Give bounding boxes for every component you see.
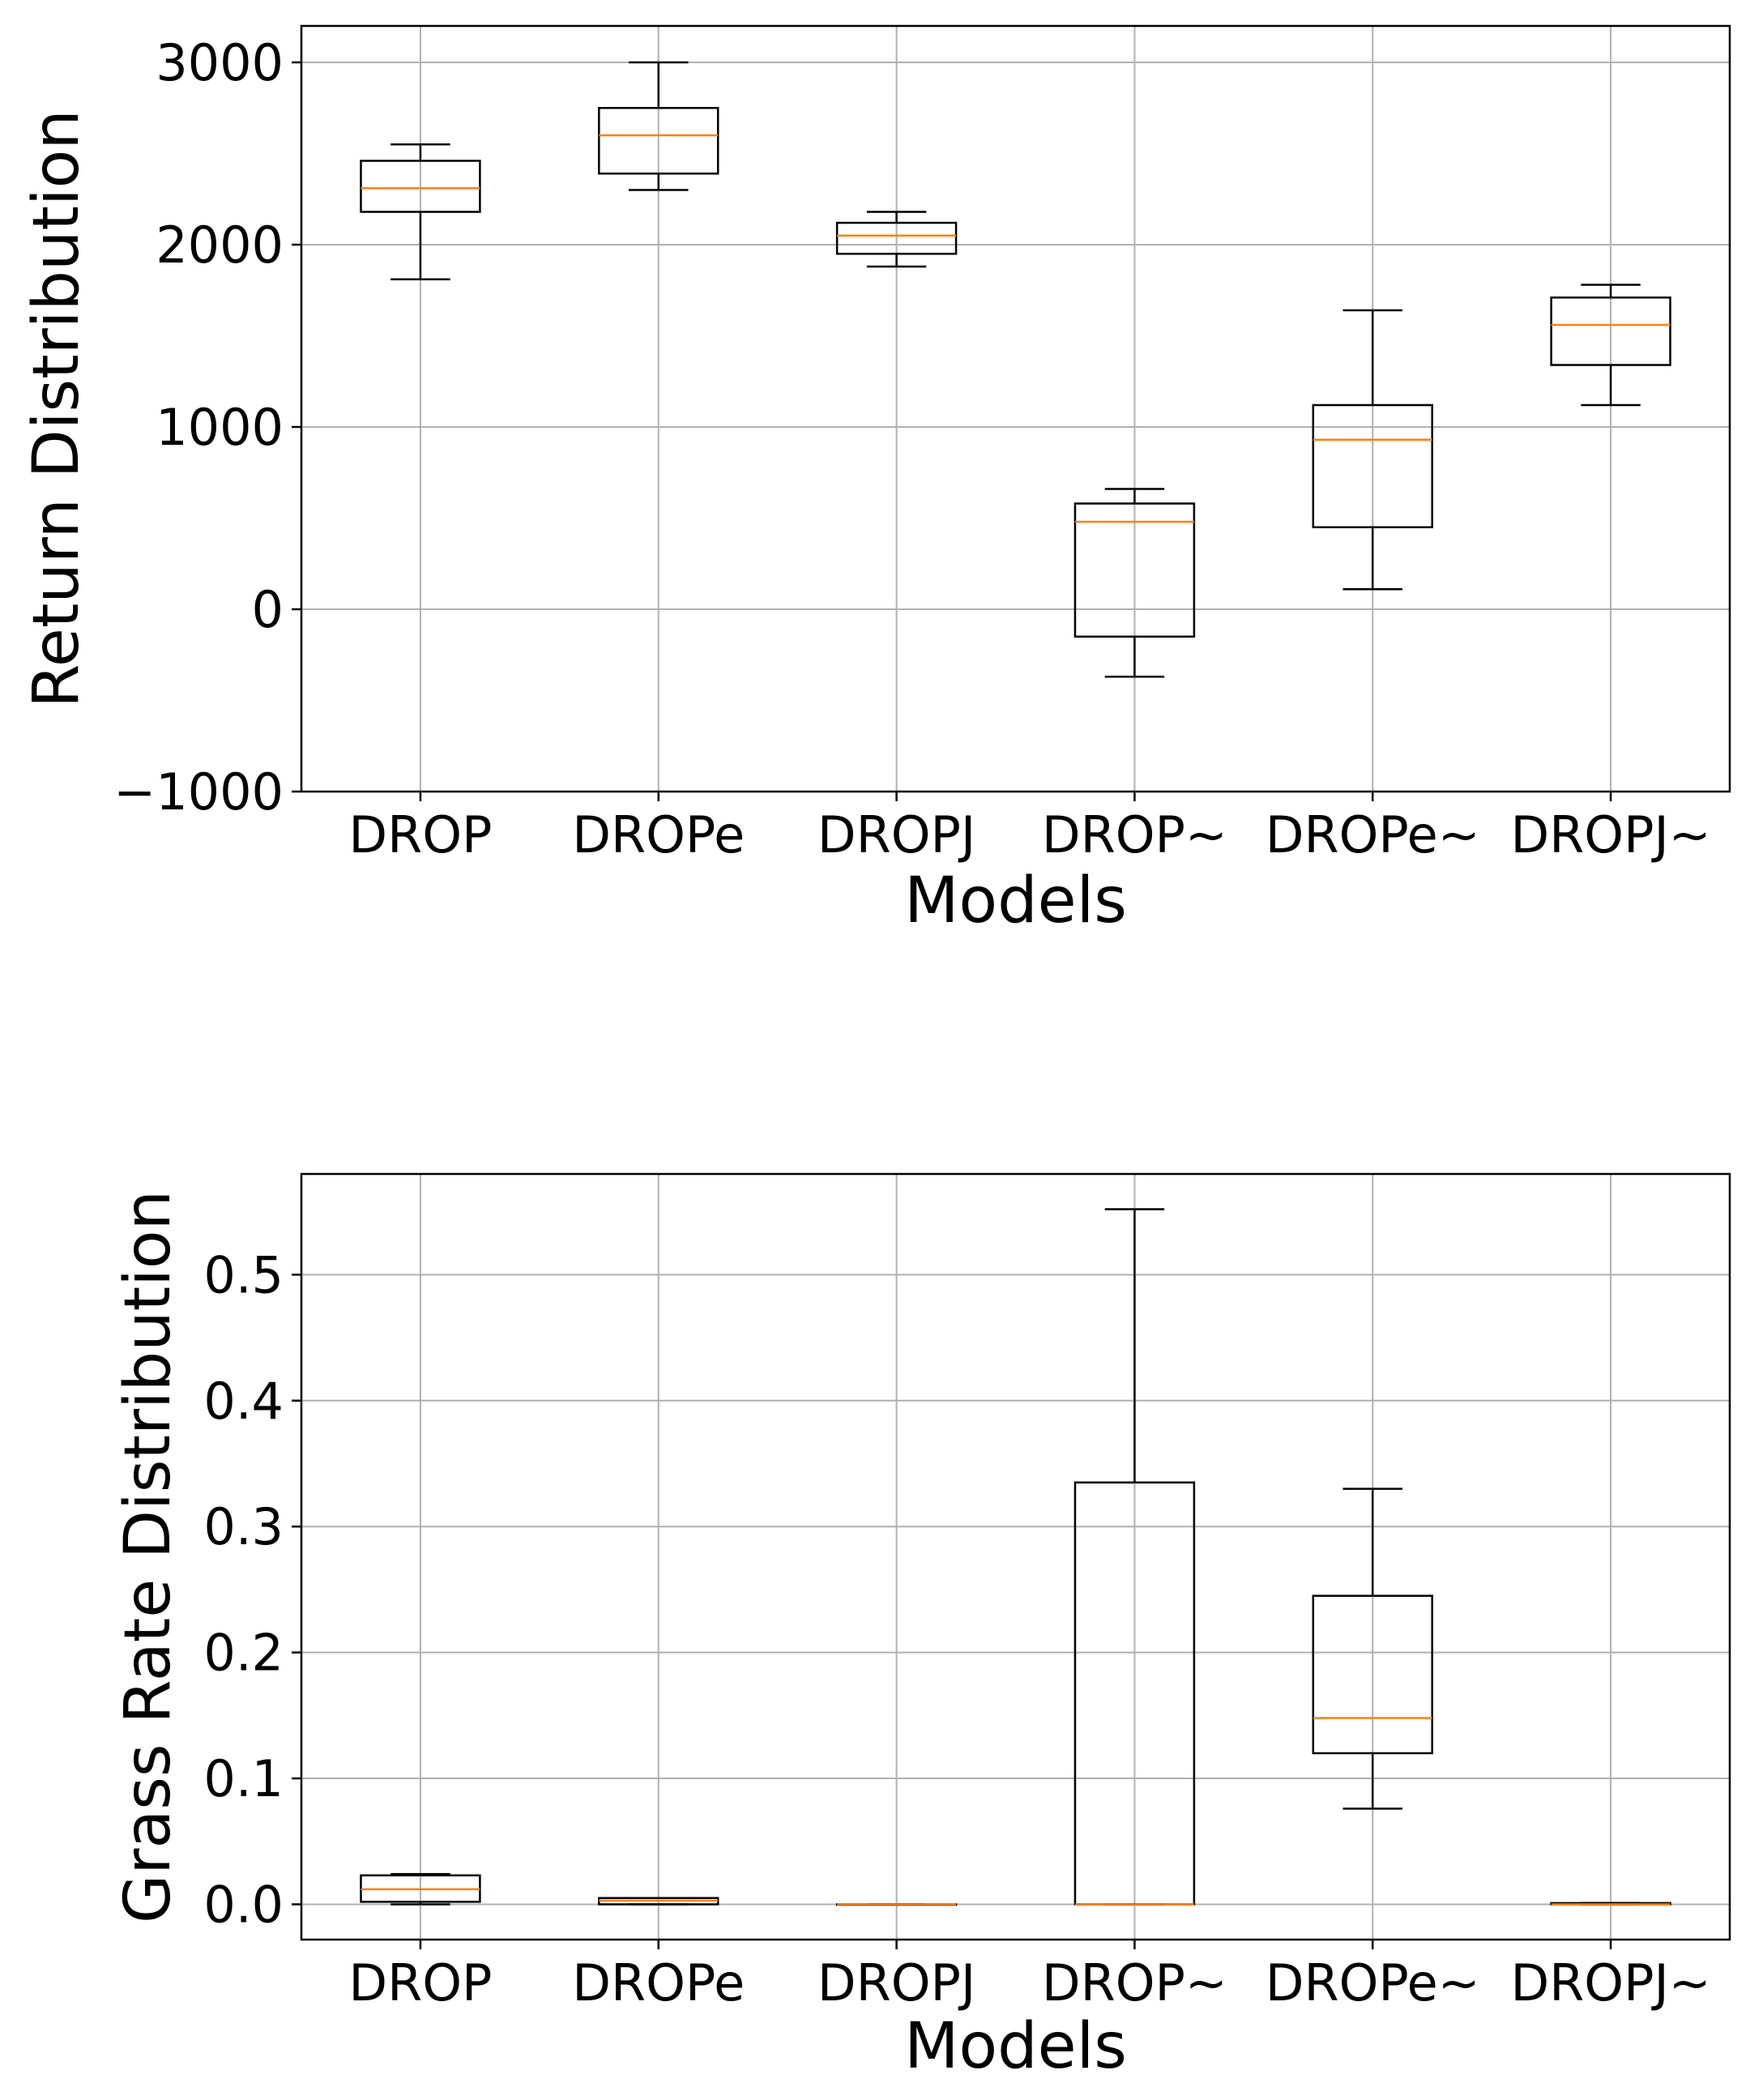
iqr-box	[1312, 1594, 1433, 1755]
box-plots	[360, 61, 1671, 678]
grid-lines	[301, 1174, 1730, 1940]
x-tick-label: DROP~	[1042, 805, 1227, 864]
box-DROPe	[598, 61, 719, 191]
y-tick-label: 0.4	[203, 1372, 284, 1431]
y-tick-label: −1000	[113, 762, 284, 822]
y-axis-label: Return Distribution	[20, 109, 93, 708]
iqr-box	[598, 107, 719, 175]
grass-rate-distribution-chart: DROP DROPe DROPJ DROP~ DROPe~ DROPJ~ 0.0 0.1 0.2…	[112, 1172, 1731, 2083]
x-tick-label: DROPe~	[1266, 805, 1480, 864]
box-DROP	[360, 143, 481, 280]
box-DROP	[360, 1872, 481, 1906]
x-tick-label: DROP~	[1042, 1953, 1227, 2012]
y-tick-label: 2000	[156, 216, 284, 275]
x-tick-label: DROPJ	[817, 1953, 975, 2012]
box-DROPe~	[1312, 309, 1433, 591]
box-plots	[360, 1208, 1671, 1906]
plot-frame	[300, 1172, 1731, 1941]
box-DROPe~	[1312, 1488, 1433, 1810]
box-DROPJ	[835, 1903, 958, 1906]
y-tick-label: 0.3	[203, 1497, 284, 1556]
axis-ticks: DROP DROPe DROPJ DROP~ DROPe~ DROPJ~ 0.0 0.1 0.2…	[203, 1245, 1710, 2012]
y-tick-label: 0.5	[203, 1245, 284, 1304]
y-axis-label: Grass Rate Distribution	[112, 1190, 185, 1923]
x-axis-label: Models	[904, 2010, 1127, 2083]
x-tick-label: DROPe	[572, 1953, 745, 2012]
y-tick-label: 1000	[156, 398, 284, 457]
box-DROPJ	[835, 211, 958, 268]
box-DROPe	[598, 1897, 719, 1906]
x-tick-label: DROPe	[572, 805, 745, 864]
y-tick-label: 0.0	[203, 1875, 284, 1934]
x-tick-label: DROPJ~	[1510, 805, 1710, 864]
axis-ticks: DROP DROPe DROPJ DROP~ DROPe~ DROPJ~ −1000 0 100…	[113, 33, 1710, 864]
iqr-box	[835, 221, 958, 255]
x-tick-label: DROPe~	[1266, 1953, 1480, 2012]
y-tick-label: 0.2	[203, 1624, 284, 1683]
x-tick-label: DROPJ	[817, 805, 975, 864]
y-tick-label: 0.1	[203, 1749, 284, 1808]
x-axis-label: Models	[904, 864, 1127, 937]
return-distribution-chart: DROP DROPe DROPJ DROP~ DROPe~ DROPJ~ −1000 0 100…	[20, 24, 1731, 937]
x-tick-label: DROPJ~	[1510, 1953, 1710, 2012]
x-tick-label: DROP	[348, 1953, 492, 2012]
x-tick-label: DROP	[348, 805, 492, 864]
iqr-box	[1312, 403, 1433, 528]
box-DROPJ~	[1550, 284, 1671, 407]
plot-frame	[300, 24, 1731, 793]
y-tick-label: 0	[252, 580, 284, 639]
box-DROPJ~	[1550, 1902, 1671, 1906]
grid-lines	[301, 26, 1730, 792]
y-tick-label: 3000	[156, 33, 284, 92]
box-DROP~	[1073, 488, 1196, 678]
iqr-box	[360, 160, 481, 213]
iqr-box	[1550, 297, 1671, 366]
iqr-box	[1073, 502, 1196, 638]
box-DROP~	[1073, 1208, 1196, 1906]
